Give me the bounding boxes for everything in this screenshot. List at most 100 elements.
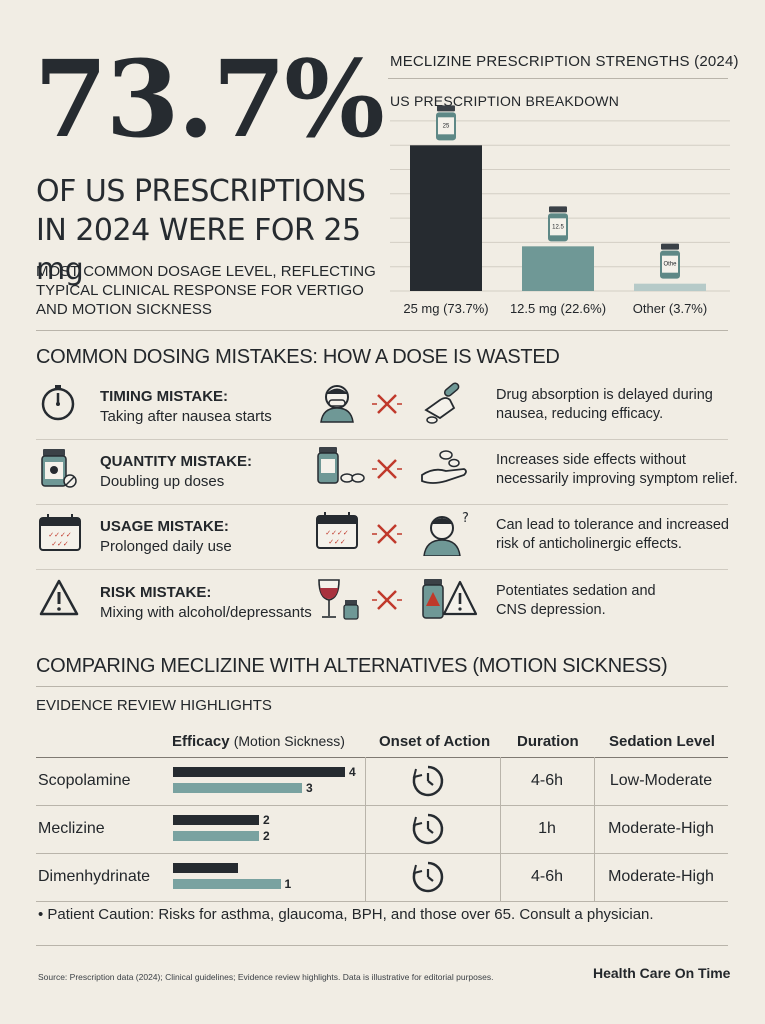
mistake-title: USAGE MISTAKE:: [100, 518, 229, 535]
clock-icon: [410, 811, 446, 852]
hero-headline: OF US PRESCRIPTIONS IN 2024 WERE FOR 25 …: [36, 172, 386, 289]
svg-text:✓✓✓✓: ✓✓✓✓: [325, 529, 348, 537]
comparison-divider: [36, 686, 728, 687]
drug-name: Meclizine: [38, 820, 105, 837]
table-row-divider: [36, 901, 728, 902]
svg-text:✓✓✓: ✓✓✓: [328, 538, 346, 546]
mistake-effect: Potentiates sedation and CNS depression.: [496, 582, 751, 620]
mistake-effect: Drug absorption is delayed during nausea,…: [496, 386, 751, 424]
table-header-rule: [36, 757, 728, 758]
confused-person-icon: ?: [420, 510, 469, 561]
header-duration: Duration: [517, 733, 579, 750]
duration-value: 1h: [538, 820, 556, 837]
chart-category-label: Other (3.7%): [633, 301, 707, 316]
efficacy-bar-teal: [173, 879, 281, 889]
calendar-icon: ✓✓✓✓ ✓✓✓: [315, 510, 359, 555]
clock-icon: [410, 859, 446, 900]
hero-headline-line1: OF US PRESCRIPTIONS: [36, 174, 366, 209]
svg-text:✓✓✓✓: ✓✓✓✓: [48, 531, 71, 539]
svg-text:✓✓✓: ✓✓✓: [51, 540, 69, 548]
chart-title-divider: [388, 78, 728, 79]
hand-holding-pills-icon: [420, 445, 470, 492]
header-sedation: Sedation Level: [609, 733, 715, 750]
cross-icon: [372, 389, 402, 424]
header-efficacy-note: (Motion Sickness): [233, 733, 345, 749]
warning-bottle-icon: [420, 576, 478, 627]
hero-subtext: MOST COMMON DOSAGE LEVEL, REFLECTING TYP…: [36, 263, 376, 318]
cross-icon: [372, 585, 402, 620]
comparison-title: COMPARING MECLIZINE WITH ALTERNATIVES (M…: [36, 655, 668, 677]
mistake-effect: Increases side effects without necessaril…: [496, 451, 751, 489]
hand-pill-icon: [420, 380, 464, 429]
efficacy-value-teal: 2: [263, 829, 270, 843]
nauseous-person-icon: [315, 380, 359, 429]
bottle-and-pills-icon: [315, 445, 365, 492]
sedation-value: Moderate-High: [608, 820, 714, 837]
stopwatch-icon: [38, 382, 78, 427]
brand-name: Health Care On Time: [593, 965, 731, 981]
table-vline: [594, 757, 595, 902]
efficacy-bar-teal: [173, 831, 259, 841]
mistake-divider: [36, 504, 728, 505]
mistake-divider: [36, 439, 728, 440]
mistake-description: Doubling up doses: [100, 473, 225, 490]
table-row-divider: [36, 805, 728, 806]
comparison-subtitle: EVIDENCE REVIEW HIGHLIGHTS: [36, 697, 272, 714]
efficacy-value-dark: 2: [263, 813, 270, 827]
mistakes-title: COMMON DOSING MISTAKES: HOW A DOSE IS WA…: [36, 346, 560, 368]
bar-chart: 25 25 mg (73.7%) 12.5 12.5 mg (22.6%) Othe Ot…: [390, 105, 730, 316]
mistake-effect-line1: Can lead to tolerance and increased: [496, 517, 729, 533]
bottle-label: Othe: [663, 262, 677, 268]
sedation-value: Low-Moderate: [609, 772, 713, 789]
mistake-description: Taking after nausea starts: [100, 408, 272, 425]
drug-name: Scopolamine: [38, 772, 131, 789]
mistake-effect-line1: Drug absorption is delayed during: [496, 387, 713, 403]
mistake-effect-line2: CNS depression.: [496, 602, 606, 618]
calendar-icon: ✓✓✓✓ ✓✓✓: [38, 512, 82, 557]
efficacy-bar-dark: [173, 767, 345, 777]
mistake-title: QUANTITY MISTAKE:: [100, 453, 252, 470]
bottle-label: 12.5: [552, 224, 564, 230]
source-note: Source: Prescription data (2024); Clinic…: [38, 972, 494, 982]
bottle-label: 25: [443, 123, 450, 129]
mistake-title: TIMING MISTAKE:: [100, 388, 229, 405]
mistake-description: Mixing with alcohol/depressants: [100, 604, 312, 621]
pill-bottle-icon: [548, 206, 568, 242]
footer-divider: [36, 945, 728, 946]
mistake-title: RISK MISTAKE:: [100, 584, 212, 601]
duration-value: 4-6h: [530, 868, 564, 885]
table-vline: [500, 757, 501, 902]
mistake-effect-line2: nausea, reducing efficacy.: [496, 406, 664, 422]
table-row-divider: [36, 853, 728, 854]
mistake-effect-line1: Increases side effects without: [496, 452, 686, 468]
pill-bottle-icon: [436, 105, 456, 141]
pill-bottle-icon: [660, 243, 680, 279]
mistake-description: Prolonged daily use: [100, 538, 232, 555]
chart-bar: [522, 246, 594, 291]
mistake-effect-line2: necessarily improving symptom relief.: [496, 471, 738, 487]
warning-icon: [38, 578, 80, 623]
mistake-effect-line2: risk of anticholinergic effects.: [496, 536, 682, 552]
header-efficacy-label: Efficacy: [172, 733, 230, 750]
pill-bottle-icon: [38, 447, 78, 494]
drug-name: Dimenhydrinate: [38, 868, 151, 885]
wine-glass-icon: [315, 576, 365, 627]
table-vline: [365, 757, 366, 902]
efficacy-value-dark: 4: [349, 765, 356, 779]
mistake-effect: Can lead to tolerance and increased risk …: [496, 516, 751, 554]
section-divider: [36, 330, 728, 331]
sedation-value: Moderate-High: [608, 868, 714, 885]
cross-icon: [372, 454, 402, 489]
efficacy-bar-dark: [173, 863, 238, 873]
chart-subtitle: US PRESCRIPTION BREAKDOWN: [390, 93, 620, 109]
clock-icon: [410, 763, 446, 804]
mistake-effect-line1: Potentiates sedation and: [496, 583, 656, 599]
mistake-divider: [36, 569, 728, 570]
chart-bar: [634, 283, 706, 291]
patient-caution: • Patient Caution: Risks for asthma, gla…: [38, 906, 654, 923]
chart-bar: [410, 145, 482, 291]
chart-category-label: 12.5 mg (22.6%): [510, 301, 606, 316]
hero-headline-line2: IN 2024 WERE FOR 25 mg: [36, 213, 361, 287]
efficacy-value-teal: 1: [284, 877, 292, 891]
duration-value: 4-6h: [530, 772, 564, 789]
